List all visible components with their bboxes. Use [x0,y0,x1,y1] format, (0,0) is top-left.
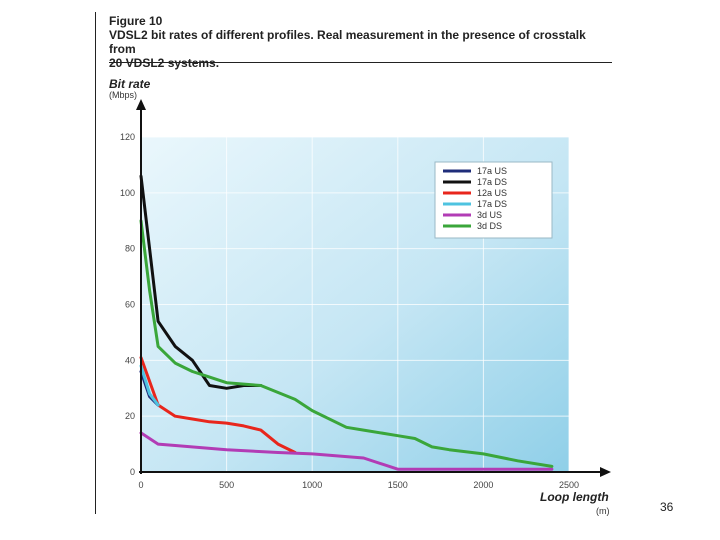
figure-label: Figure 10 [109,14,163,28]
legend-label: 17a DS [477,199,507,209]
x-tick-label: 0 [138,480,143,490]
x-tick-label: 2000 [473,480,493,490]
y-tick-label: 100 [120,188,135,198]
title-rule [109,62,612,63]
x-tick-label: 1000 [302,480,322,490]
y-tick-label: 80 [125,244,135,254]
series-line [139,431,554,471]
legend-label: 17a DS [477,177,507,187]
x-tick-label: 1500 [388,480,408,490]
left-margin-rule [95,12,96,514]
y-tick-label: 20 [125,411,135,421]
x-axis-arrow [600,467,611,477]
y-axis-label: Bit rate [109,77,151,91]
legend-label: 12a US [477,188,507,198]
series-line [139,356,297,454]
y-tick-label: 0 [130,467,135,477]
series-line [139,219,554,468]
y-tick-label: 60 [125,300,135,310]
title-line-1: VDSL2 bit rates of different profiles. R… [109,28,586,56]
x-axis-label: Loop length [540,490,609,504]
series-line [139,364,160,407]
title-line-2: 20 VDSL2 systems. [109,56,220,70]
x-tick-label: 500 [219,480,234,490]
figure-title: Figure 10 VDSL2 bit rates of different p… [109,14,609,70]
page-number: 36 [660,500,674,514]
y-axis-unit: (Mbps) [109,90,138,100]
legend-label: 3d US [477,210,502,220]
x-tick-label: 2500 [559,480,579,490]
legend-label: 3d DS [477,221,502,231]
series-line [139,174,263,390]
y-tick-label: 120 [120,132,135,142]
x-axis-unit: (m) [596,506,610,516]
y-axis-arrow [136,99,146,110]
legend-label: 17a US [477,166,507,176]
y-tick-label: 40 [125,355,135,365]
